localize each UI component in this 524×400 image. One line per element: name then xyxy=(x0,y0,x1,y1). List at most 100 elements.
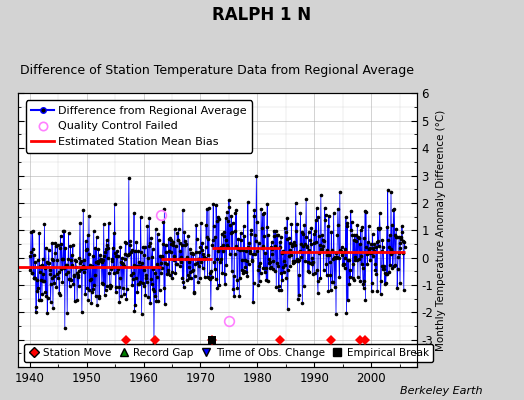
Text: RALPH 1 N: RALPH 1 N xyxy=(212,6,312,24)
Point xyxy=(331,255,340,261)
Point xyxy=(362,209,370,215)
Point xyxy=(151,270,159,276)
Point xyxy=(27,270,36,276)
Point xyxy=(121,239,129,245)
Point xyxy=(88,289,96,295)
Point xyxy=(299,243,307,249)
Point xyxy=(87,300,95,306)
Point xyxy=(269,266,277,272)
Point xyxy=(226,222,234,229)
Point xyxy=(107,256,116,262)
Point xyxy=(340,261,348,268)
Point xyxy=(306,237,314,244)
Point xyxy=(191,272,199,279)
Point xyxy=(263,200,271,207)
Point xyxy=(261,265,270,272)
Point xyxy=(156,260,165,266)
Point xyxy=(207,268,215,274)
Point xyxy=(310,231,319,237)
Point xyxy=(236,275,244,282)
Point xyxy=(341,265,349,272)
Point xyxy=(286,246,294,253)
Point xyxy=(276,239,284,245)
Legend: Station Move, Record Gap, Time of Obs. Change, Empirical Break: Station Move, Record Gap, Time of Obs. C… xyxy=(24,344,433,362)
Point xyxy=(171,270,179,276)
Point xyxy=(161,242,170,248)
Point xyxy=(75,268,83,274)
Point xyxy=(305,260,314,266)
Point xyxy=(343,223,351,230)
Point xyxy=(216,244,225,250)
Point xyxy=(333,232,342,239)
Point xyxy=(274,232,282,238)
Point xyxy=(160,206,169,213)
Point xyxy=(297,241,305,247)
Point xyxy=(167,241,176,248)
Point xyxy=(290,239,299,246)
Point xyxy=(99,257,107,264)
Point xyxy=(388,265,397,271)
Point xyxy=(177,259,185,265)
Point xyxy=(320,267,328,273)
Point xyxy=(59,228,68,235)
Point xyxy=(96,258,105,265)
Point xyxy=(351,254,359,260)
Point xyxy=(141,244,149,250)
Point xyxy=(181,238,189,244)
Point xyxy=(117,293,125,300)
Point xyxy=(230,272,238,279)
Point xyxy=(202,234,211,240)
Point xyxy=(249,280,258,286)
Point xyxy=(115,284,123,290)
Point xyxy=(314,290,322,296)
Point xyxy=(338,252,346,258)
Point xyxy=(92,234,101,240)
Point xyxy=(81,265,89,271)
Point xyxy=(289,260,298,266)
Point xyxy=(334,222,343,229)
Point xyxy=(226,230,235,236)
Point xyxy=(226,251,234,257)
Point xyxy=(341,254,350,261)
Point xyxy=(145,243,153,249)
Point xyxy=(190,288,199,295)
Point xyxy=(215,216,223,222)
Point xyxy=(111,250,119,256)
Point xyxy=(113,269,121,276)
Point xyxy=(353,257,361,263)
Point xyxy=(260,232,269,239)
Point xyxy=(56,292,64,298)
Point xyxy=(231,228,239,234)
Point xyxy=(314,214,323,220)
Point xyxy=(359,281,367,288)
Point xyxy=(400,244,409,250)
Point xyxy=(90,282,99,289)
Point xyxy=(112,289,120,295)
Point xyxy=(182,277,191,283)
Point xyxy=(28,227,37,234)
Point xyxy=(294,296,302,302)
Point xyxy=(178,275,187,281)
Point xyxy=(180,229,189,235)
Point xyxy=(297,254,305,260)
Point xyxy=(168,269,177,275)
Point xyxy=(275,283,283,289)
Point xyxy=(97,256,105,262)
Point xyxy=(77,266,85,272)
Point xyxy=(171,226,179,232)
Point xyxy=(192,236,201,242)
Point xyxy=(67,276,75,283)
Point xyxy=(323,251,331,258)
Point xyxy=(236,247,244,253)
Point xyxy=(385,244,393,250)
Point xyxy=(59,256,67,262)
Point xyxy=(355,241,364,247)
Point xyxy=(142,275,150,282)
Point xyxy=(351,232,359,238)
Point xyxy=(365,223,373,229)
Point xyxy=(265,256,274,263)
Point xyxy=(197,258,205,265)
Point xyxy=(321,211,330,218)
Point xyxy=(132,275,140,282)
Point xyxy=(252,238,260,244)
